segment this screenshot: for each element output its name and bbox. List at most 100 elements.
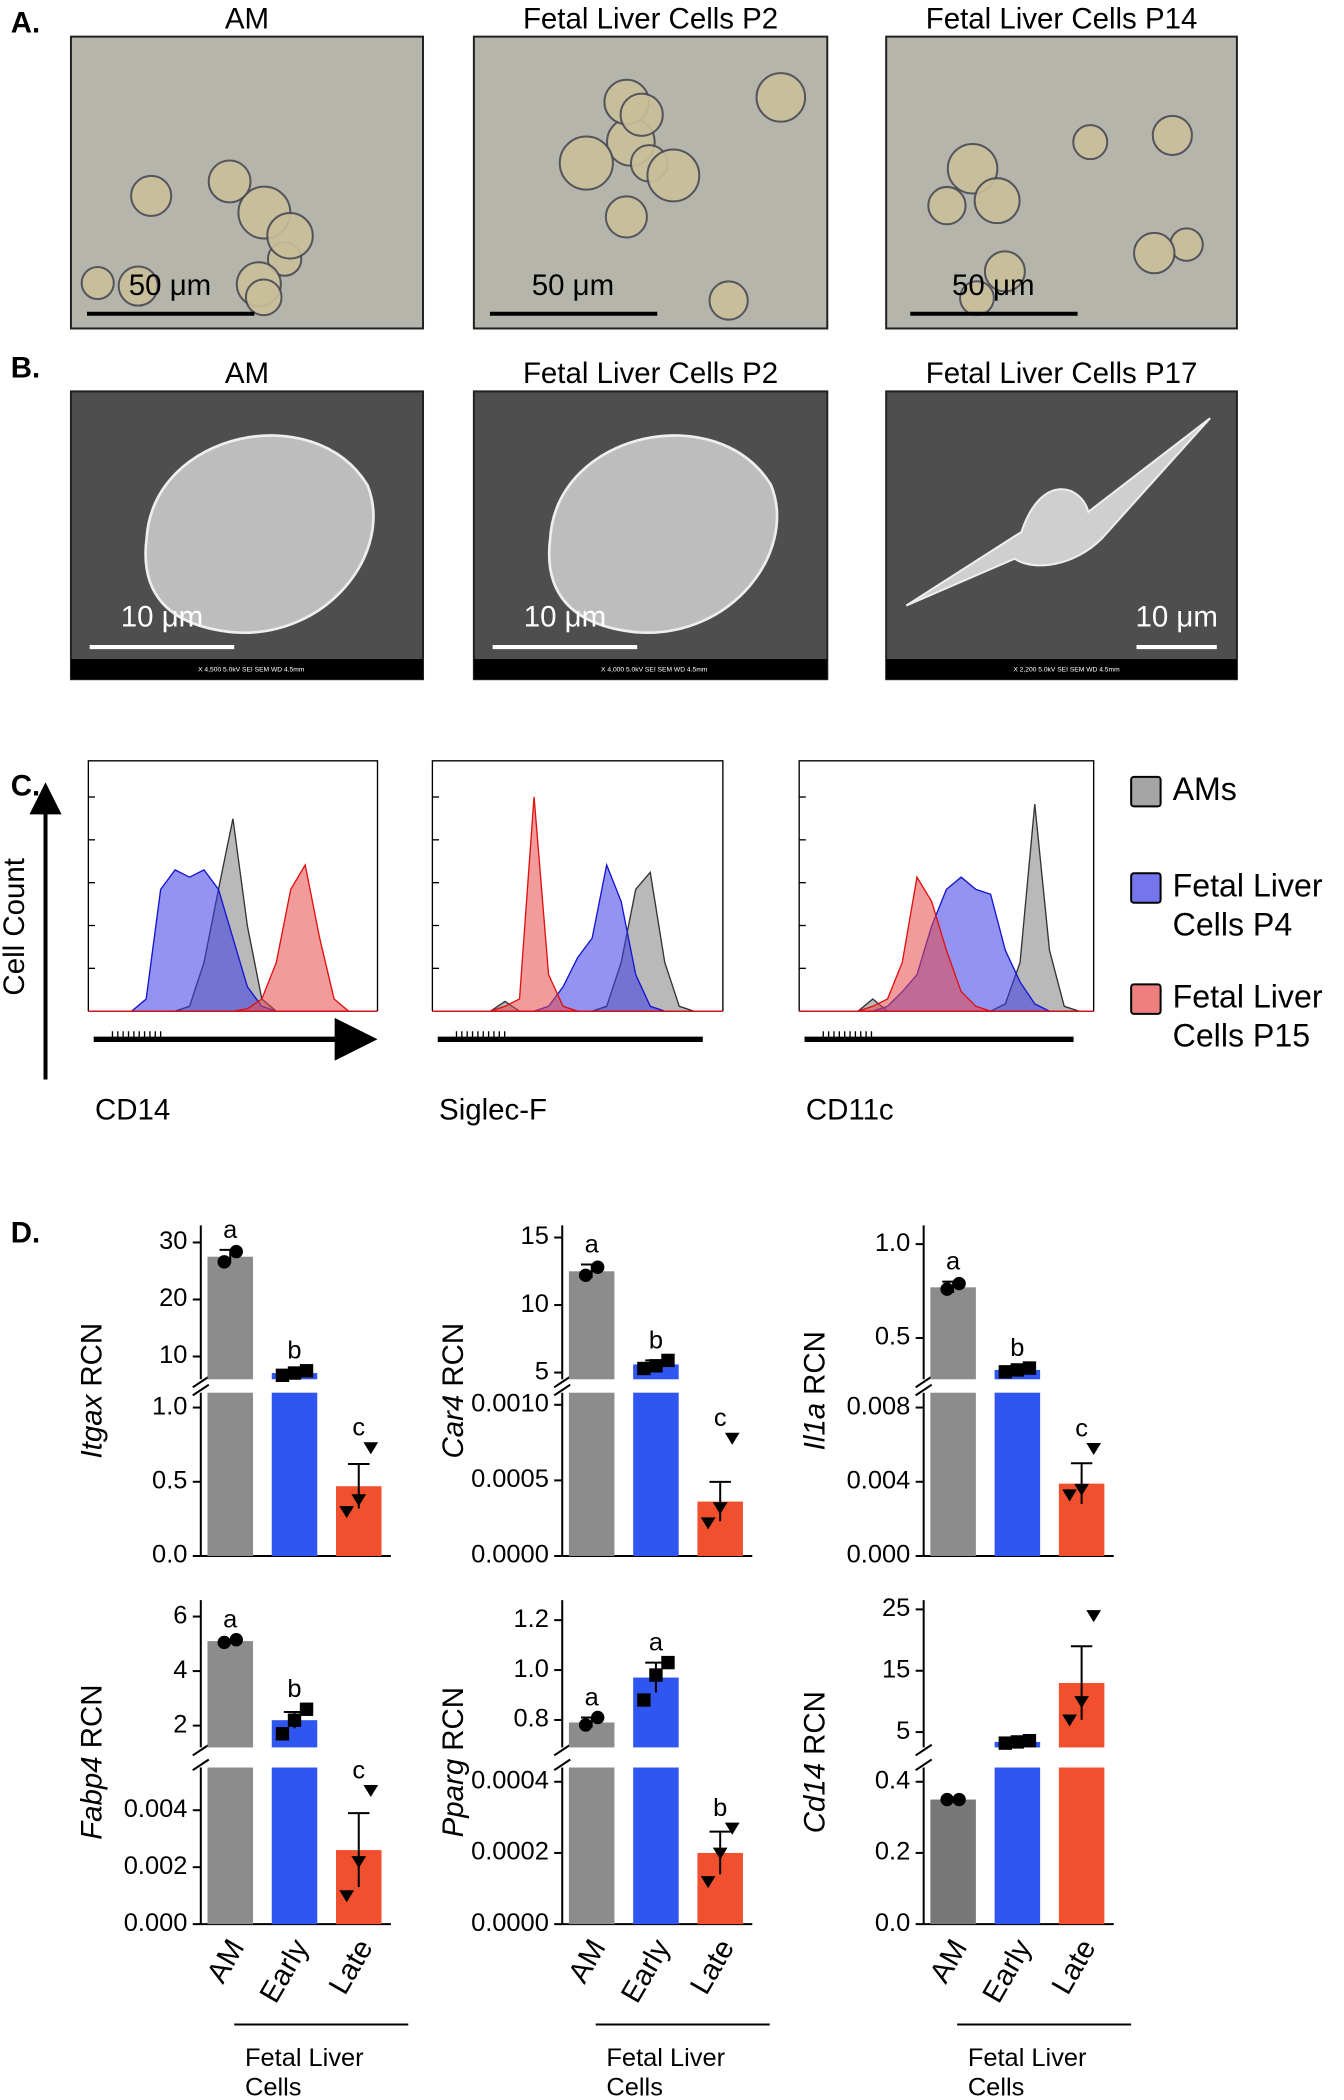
x-tick-label: AM (923, 1934, 974, 1989)
data-point (275, 1368, 290, 1383)
bar (930, 1287, 976, 1380)
y-label-unit: RCN (437, 1323, 470, 1387)
axis-break (553, 1375, 571, 1389)
x-tick-label: AM (562, 1934, 613, 1989)
data-point (217, 1255, 231, 1269)
y-tick-label: 1.0 (514, 1655, 549, 1683)
data-point (351, 1494, 367, 1507)
axis-break (915, 1375, 933, 1389)
x-axis-label: CD14 (95, 1093, 170, 1126)
axis-break (553, 1383, 571, 1397)
y-tick-label: 0.0000 (471, 1909, 549, 1937)
y-label-gene: Pparg (437, 1758, 470, 1837)
axis-break (192, 1743, 210, 1757)
axis-break (192, 1375, 210, 1389)
cell (1133, 231, 1176, 275)
scale-bar-label: 10 μm (1135, 601, 1217, 634)
y-tick-label: 0.004 (124, 1795, 188, 1823)
legend-label: AMs (1173, 771, 1237, 807)
y-tick-label: 0.0 (875, 1909, 910, 1937)
plot-frame (431, 760, 724, 1012)
y-tick-label: 4 (173, 1656, 187, 1684)
y-tick-label: 1.2 (514, 1605, 549, 1633)
y-label-unit: RCN (437, 1687, 470, 1751)
bar (271, 1392, 318, 1557)
y-tick-label: 0.0005 (471, 1465, 549, 1493)
x-tick-label: Early (615, 1934, 677, 2009)
significance-letter: b (649, 1326, 663, 1354)
significance-letter: c (352, 1414, 365, 1442)
data-point (940, 1282, 954, 1296)
data-point (591, 1260, 605, 1274)
cell (547, 434, 779, 634)
histogram-area (432, 796, 723, 1012)
cell (905, 417, 1211, 607)
significance-letter: b (287, 1337, 301, 1365)
bar (207, 1641, 254, 1748)
group-label: Fetal Liver (245, 2044, 364, 2072)
cell (117, 265, 159, 307)
y-tick-label: 0.5 (152, 1466, 187, 1494)
axis-break (915, 1758, 933, 1772)
y-label-gene: Cd14 (798, 1763, 831, 1833)
legend-swatch (1130, 983, 1162, 1015)
data-point (1062, 1489, 1077, 1502)
axis-break (915, 1383, 933, 1397)
x-tick-label: Late (322, 1934, 379, 2000)
axis-break (553, 1743, 571, 1757)
scale-bar-label: 10 μm (524, 601, 606, 634)
axis-break (915, 1743, 933, 1757)
cell (646, 148, 701, 203)
bar (994, 1767, 1041, 1925)
y-axis-label: Cd14 RCN (798, 1691, 831, 1833)
y-tick-label: 2 (173, 1710, 187, 1738)
plot-frame (798, 760, 1095, 1012)
info-strip (473, 659, 828, 680)
y-tick-label: 0.000 (124, 1909, 188, 1937)
legend-label: Cells P4 (1173, 906, 1293, 942)
data-point (952, 1792, 966, 1807)
data-point (1086, 1610, 1102, 1623)
bar (207, 1767, 254, 1925)
data-point (287, 1713, 302, 1727)
y-axis-label: Fabp4 RCN (75, 1685, 108, 1840)
info-strip (70, 659, 424, 680)
y-tick-label: 30 (159, 1227, 187, 1255)
significance-letter: a (223, 1606, 238, 1634)
y-tick-label: 15 (521, 1222, 549, 1250)
data-point (578, 1718, 593, 1732)
legend-swatch (1130, 775, 1162, 808)
y-tick-label: 0.5 (875, 1323, 910, 1351)
data-point (1010, 1735, 1025, 1749)
data-point (952, 1276, 966, 1291)
cell (244, 278, 283, 317)
y-label-gene: Fabp4 (75, 1756, 108, 1839)
significance-letter: b (713, 1794, 727, 1822)
data-point (591, 1710, 605, 1725)
data-point (363, 1442, 379, 1455)
data-point (649, 1359, 663, 1373)
significance-letter: a (649, 1629, 664, 1657)
y-tick-label: 0.000 (847, 1541, 911, 1569)
data-point (661, 1655, 675, 1670)
cell (927, 185, 967, 226)
data-point (1074, 1696, 1089, 1709)
data-point (724, 1432, 740, 1445)
x-axis-label: Siglec-F (439, 1093, 547, 1126)
cell (130, 174, 173, 217)
info-strip (886, 659, 1237, 680)
legend-label: Fetal Liver (1173, 979, 1323, 1015)
micrograph-title: Fetal Liver Cells P2 (523, 2, 778, 35)
data-point (637, 1361, 651, 1376)
data-point (998, 1365, 1013, 1379)
data-point (299, 1702, 314, 1716)
data-point (1010, 1363, 1025, 1377)
legend-label: Fetal Liver (1173, 868, 1323, 904)
cell (708, 280, 749, 321)
bar (207, 1256, 254, 1380)
data-point (1062, 1714, 1077, 1727)
data-point (637, 1693, 651, 1707)
significance-letter: a (585, 1683, 600, 1711)
bar (207, 1392, 254, 1557)
